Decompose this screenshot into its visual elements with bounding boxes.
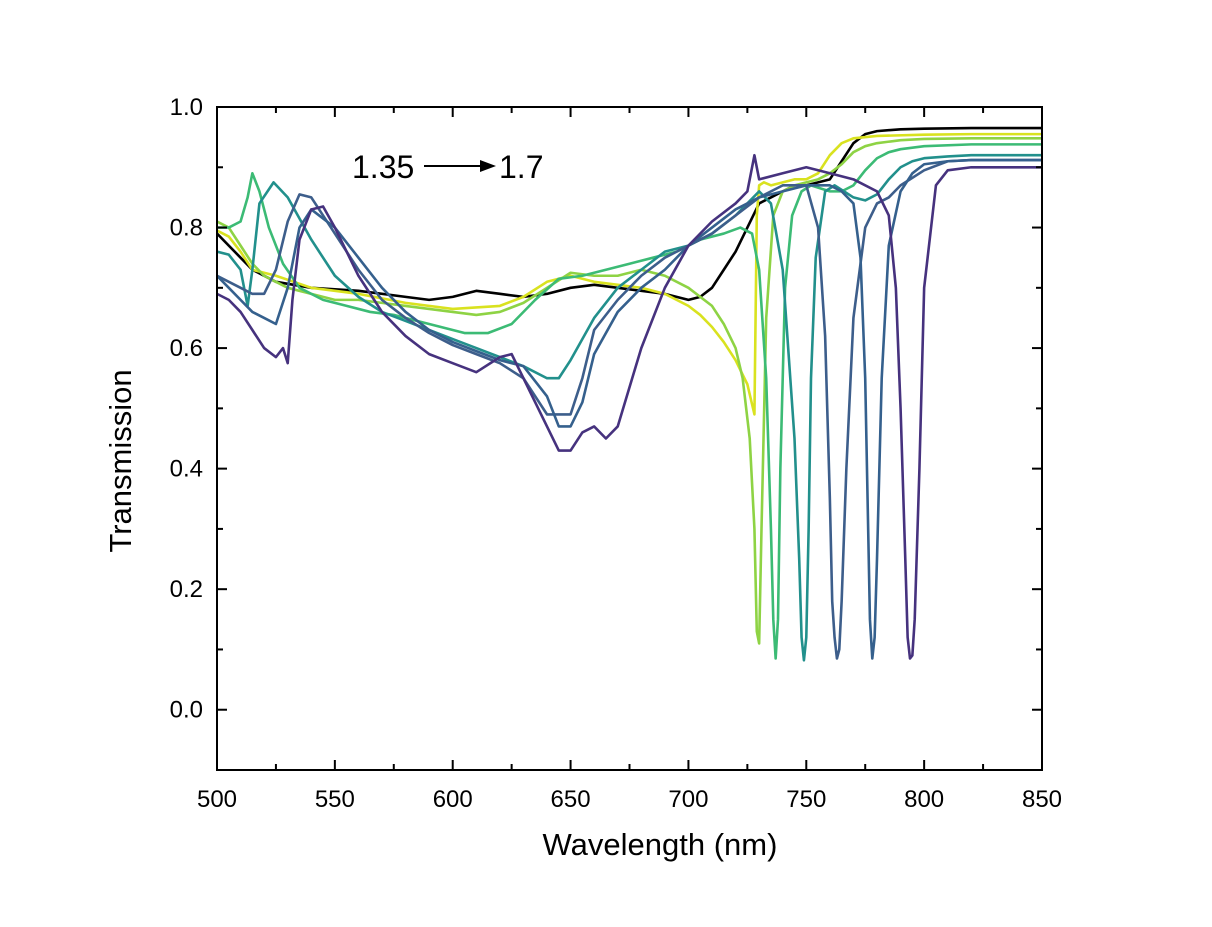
y-tick-label: 0.6 [170, 335, 203, 362]
series-line-6 [217, 158, 1042, 660]
y-tick-label: 0.4 [170, 456, 203, 483]
x-tick-label: 600 [433, 786, 473, 813]
series-line-5 [217, 153, 1042, 662]
x-tick-label: 800 [904, 786, 944, 813]
series-layer [217, 126, 1042, 662]
tick-layer [216, 106, 1043, 771]
plot-frame [216, 106, 1043, 771]
y-axis-title: Transmission [103, 369, 138, 552]
x-axis-title: Wavelength (nm) [543, 827, 778, 862]
series-line-8 [217, 153, 1042, 660]
x-tick-label: 700 [668, 786, 708, 813]
annotation-from-label: 1.35 [352, 149, 414, 185]
series-line-4 [217, 143, 1042, 660]
x-tick-label: 650 [551, 786, 591, 813]
y-tick-label: 0.8 [170, 215, 203, 242]
x-tick-label: 500 [197, 786, 237, 813]
annotation-arrow-head [480, 160, 496, 172]
y-tick-label: 1.0 [170, 94, 203, 121]
y-tick-label: 0.0 [170, 697, 203, 724]
annotation-to-label: 1.7 [499, 149, 543, 185]
series-line-7 [217, 158, 1042, 660]
series-line-1 [217, 126, 1042, 302]
series-line-2 [217, 132, 1042, 416]
tick-label-layer: 500 550 600 650 700 750 800 850 0.0 0.2 0.4 0.6 0.8 1… [170, 94, 1062, 813]
y-tick-label: 0.2 [170, 576, 203, 603]
x-tick-label: 750 [786, 786, 826, 813]
x-tick-label: 550 [315, 786, 355, 813]
x-tick-label: 850 [1022, 786, 1062, 813]
series-line-3 [217, 137, 1042, 645]
shift-annotation: 1.35 1.7 [352, 149, 543, 185]
